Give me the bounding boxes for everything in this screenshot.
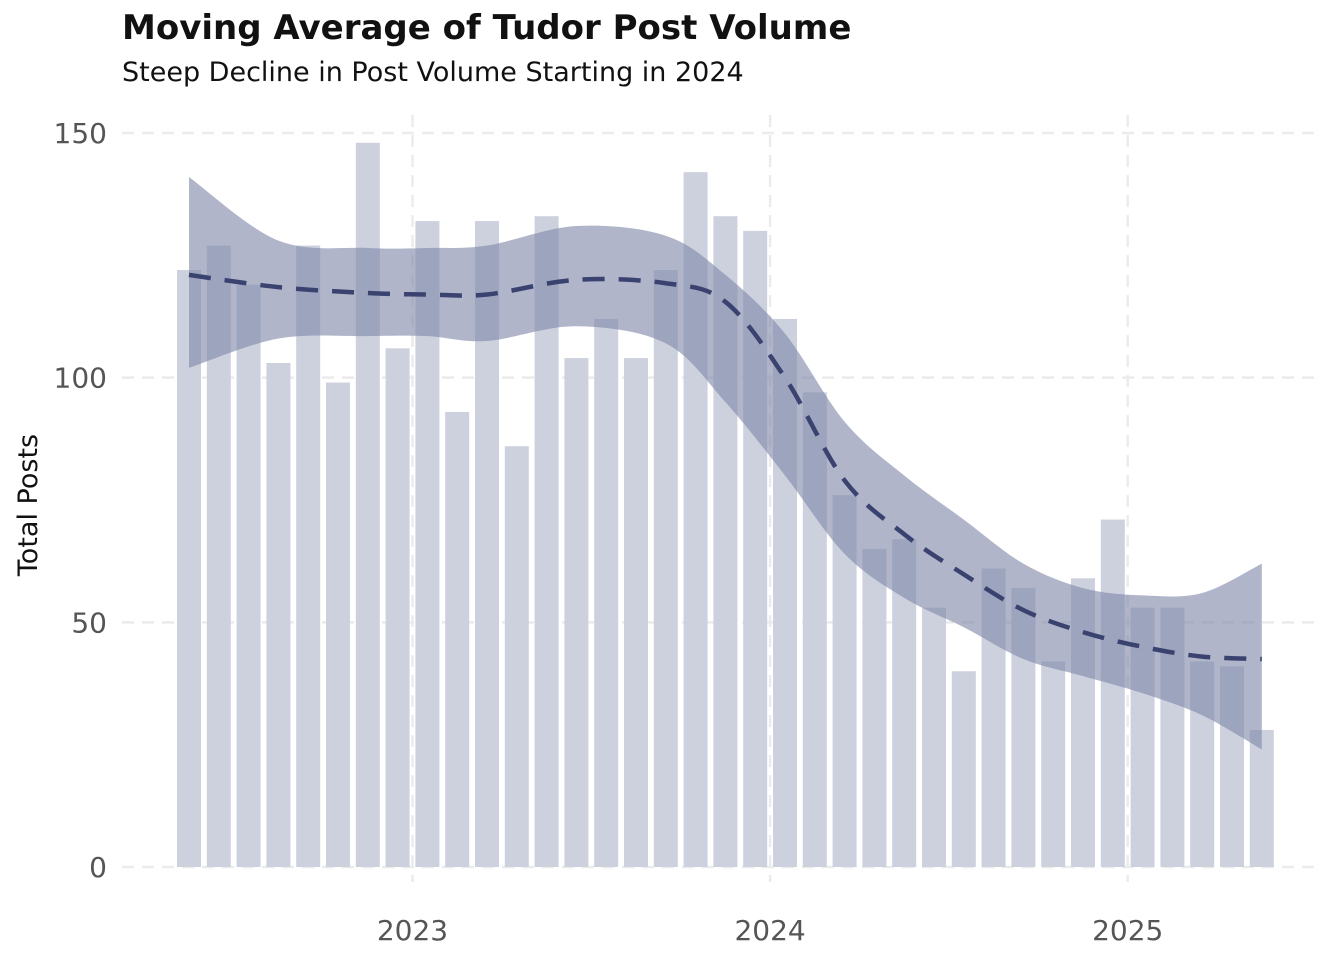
confidence-band [189, 177, 1262, 750]
bar [236, 284, 261, 867]
bar [504, 446, 529, 867]
y-tick-label: 150 [54, 117, 107, 150]
bar [1100, 519, 1125, 867]
bar [594, 318, 619, 867]
bar [296, 245, 321, 868]
chart-subtitle: Steep Decline in Post Volume Starting in… [122, 57, 744, 88]
bar [1041, 661, 1066, 867]
bar [445, 411, 470, 867]
bar [266, 362, 291, 867]
bar [653, 270, 678, 868]
bar [385, 348, 410, 868]
bar [922, 607, 946, 867]
bar [951, 671, 976, 867]
chart-title: Moving Average of Tudor Post Volume [122, 8, 852, 48]
x-tick-label: 2024 [734, 914, 805, 947]
bar [862, 548, 887, 867]
bar [326, 382, 350, 867]
x-tick-labels: 2023 2024 2025 [377, 914, 1163, 947]
x-tick-label: 2023 [377, 914, 448, 947]
y-tick-labels: 0 50 100 150 [54, 117, 107, 884]
y-axis-title: Total Posts [13, 434, 44, 577]
x-tick-label: 2025 [1092, 914, 1163, 947]
bar [1249, 729, 1274, 867]
y-tick-label: 0 [89, 851, 107, 884]
bar [624, 358, 648, 867]
bar [564, 358, 589, 867]
bar [177, 270, 201, 868]
y-tick-label: 50 [71, 606, 107, 639]
moving-average-line [188, 272, 1262, 662]
y-tick-label: 100 [54, 362, 107, 395]
